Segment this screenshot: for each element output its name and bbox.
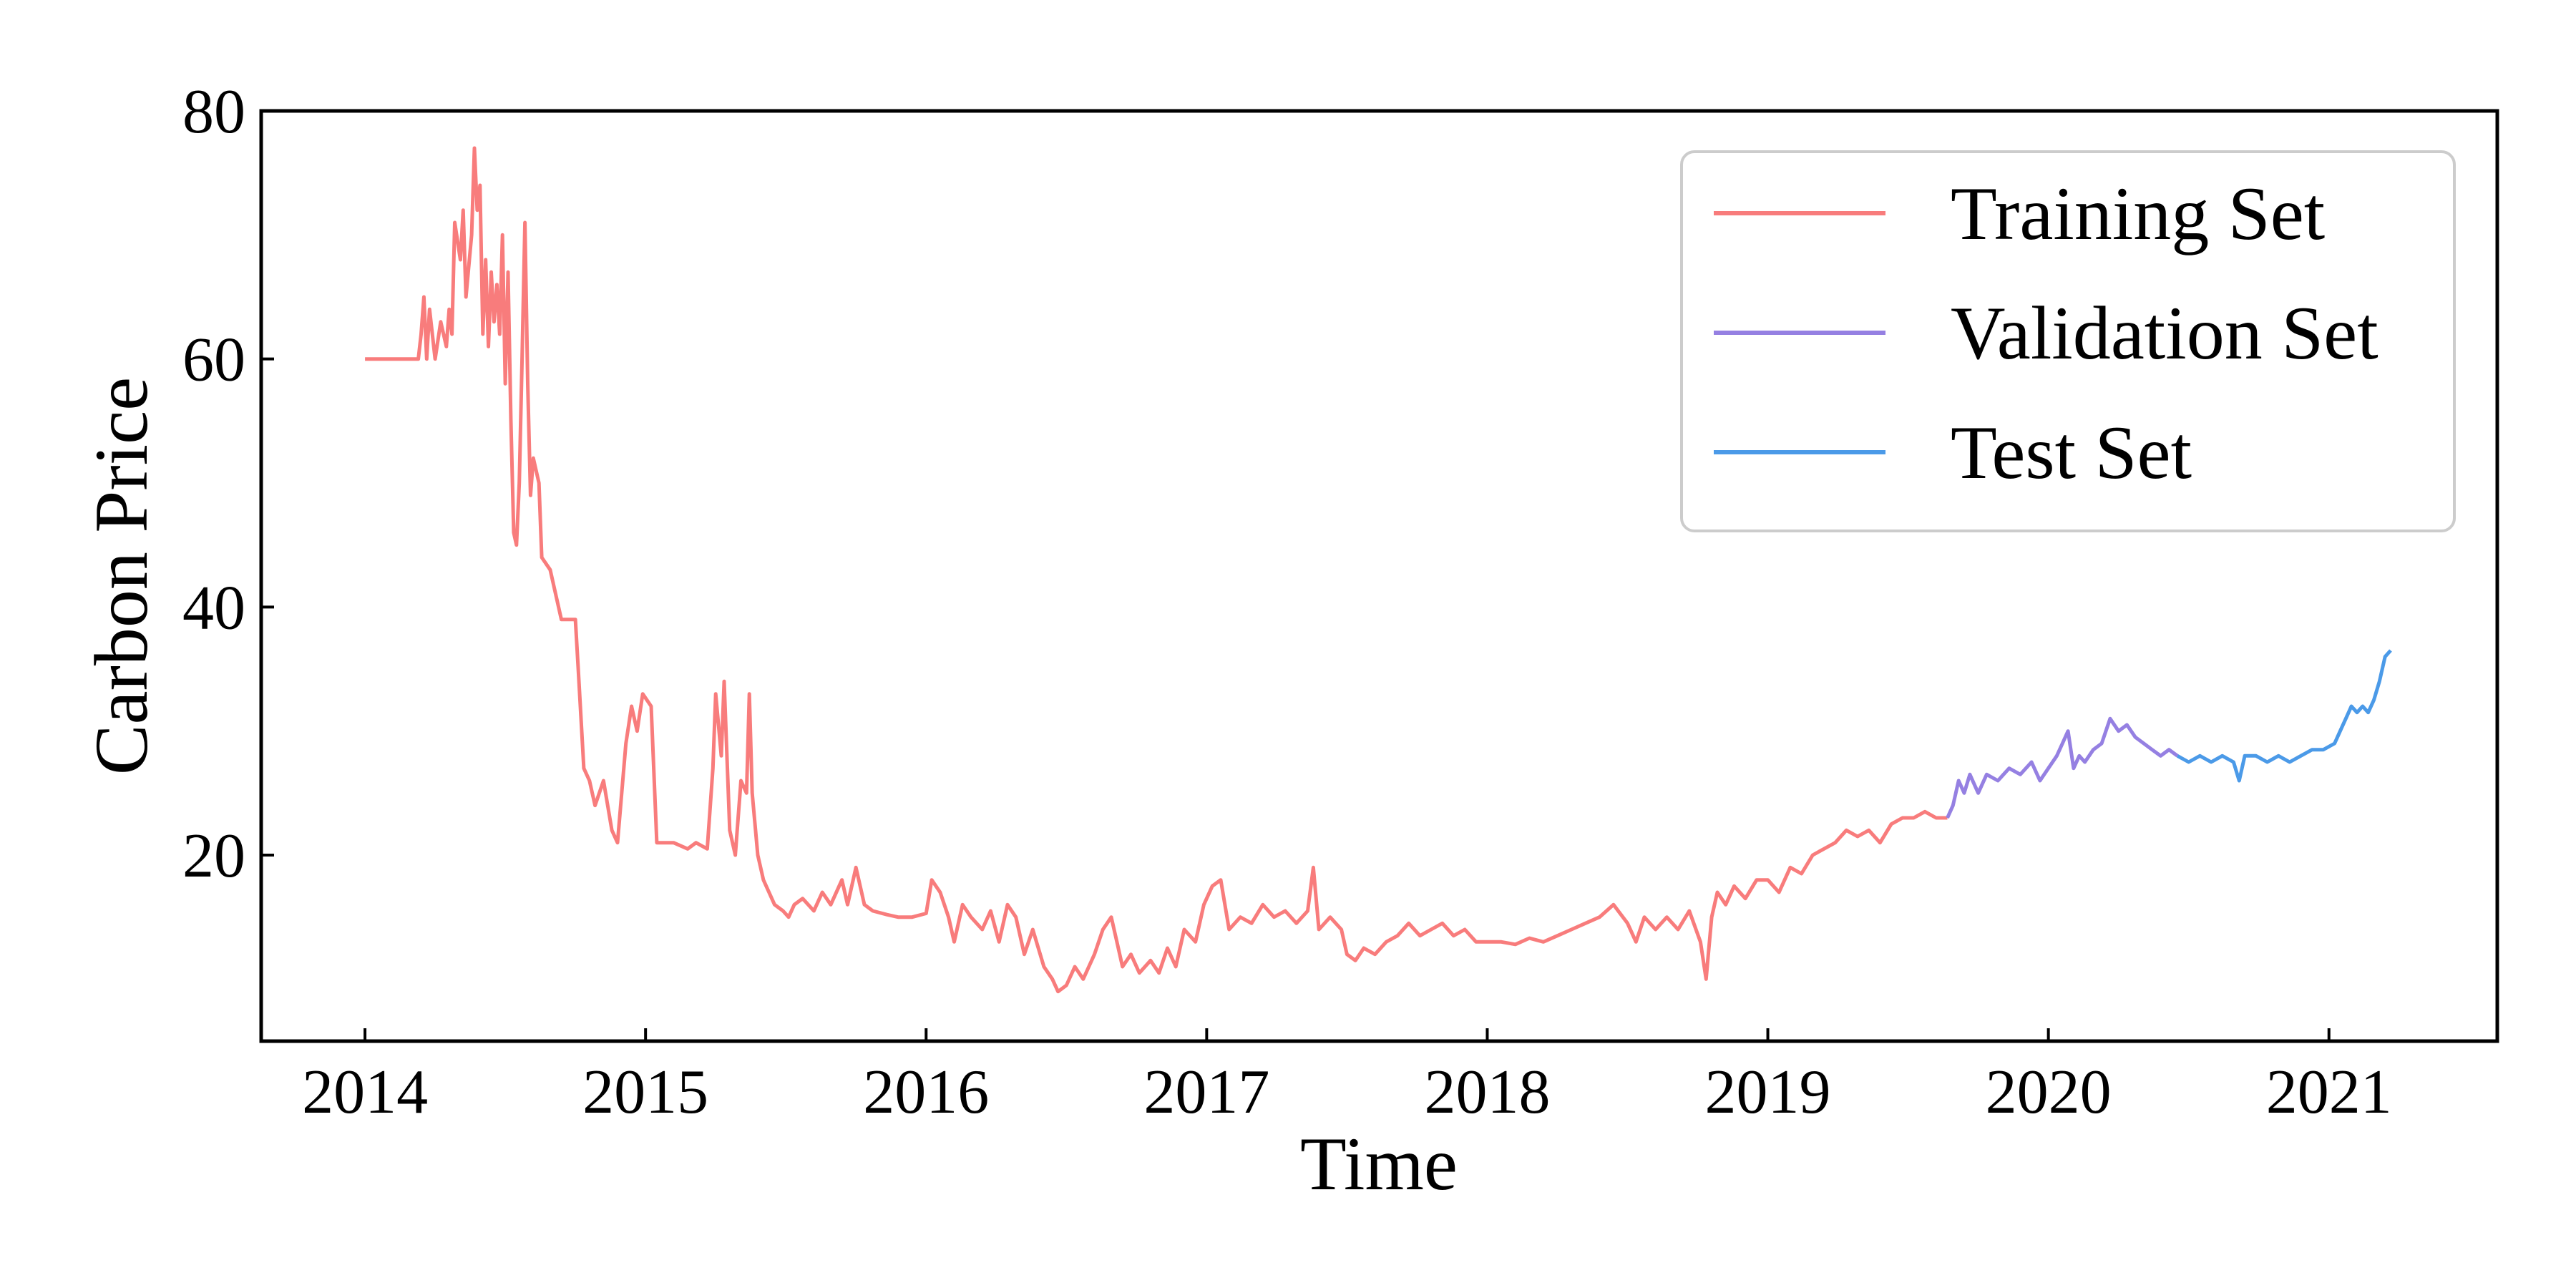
legend: Training Set Validation Set Test Set xyxy=(1680,150,2456,532)
legend-box xyxy=(1680,150,2456,532)
x-tick-label-2019: 2019 xyxy=(1705,1058,1831,1127)
legend-label-test: Test Set xyxy=(1951,411,2192,494)
x-tick-label-2020: 2020 xyxy=(1986,1058,2112,1127)
x-axis-title: Time xyxy=(1300,1122,1458,1206)
legend-label-training: Training Set xyxy=(1951,172,2325,255)
x-tick-label-2014: 2014 xyxy=(302,1058,428,1127)
x-tick-label-2015: 2015 xyxy=(582,1058,708,1127)
x-tick-label-2018: 2018 xyxy=(1424,1058,1550,1127)
series-line-training-set xyxy=(365,146,1948,994)
x-tick-label-2021: 2021 xyxy=(2266,1058,2392,1127)
y-axis-title: Carbon Price xyxy=(79,377,163,775)
y-tick-label-40: 40 xyxy=(182,573,245,643)
x-axis: 2014 2015 2016 2017 2018 2019 2020 2021 xyxy=(302,1028,2392,1127)
y-tick-label-60: 60 xyxy=(182,326,245,395)
series-layer xyxy=(365,146,2392,994)
legend-label-validation: Validation Set xyxy=(1951,291,2379,375)
y-tick-label-20: 20 xyxy=(182,821,245,891)
y-axis: 20 40 60 80 xyxy=(182,77,274,891)
series-line-test-set xyxy=(2176,649,2392,783)
y-tick-label-80: 80 xyxy=(182,77,245,147)
x-tick-label-2016: 2016 xyxy=(863,1058,989,1127)
x-tick-label-2017: 2017 xyxy=(1143,1058,1269,1127)
series-line-validation-set xyxy=(1946,716,2179,819)
